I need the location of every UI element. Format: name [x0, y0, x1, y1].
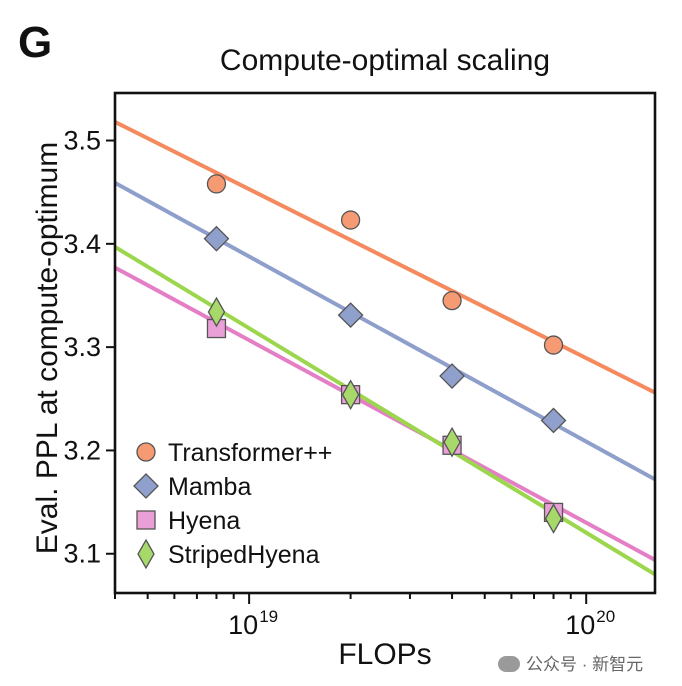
point-transformer-: [442, 290, 462, 311]
point-mamba: [203, 225, 230, 252]
y-tick-label: 3.5: [63, 126, 101, 156]
watermark-text: 公众号 · 新智元: [526, 655, 644, 674]
chart-title: Compute-optimal scaling: [219, 44, 551, 77]
point-mamba: [439, 363, 465, 389]
x-tick-label: 1020: [565, 607, 615, 640]
point-stripedhyena: [207, 296, 226, 328]
x-axis-title: FLOPs: [338, 638, 432, 671]
point-mamba: [540, 407, 567, 434]
legend-marker-stripedhyena: [137, 538, 155, 570]
fit-line-hyena: [114, 265, 656, 562]
fit-line-transformer-: [114, 120, 656, 395]
fit-lines: [113, 120, 657, 577]
point-stripedhyena: [443, 426, 461, 458]
point-transformer-: [340, 210, 361, 230]
y-tick-label: 3.1: [63, 539, 101, 569]
legend-marker-transformer-: [136, 442, 156, 462]
point-transformer-: [543, 335, 564, 355]
data-points: [203, 174, 567, 534]
legend-label-stripedhyena: StripedHyena: [168, 541, 320, 569]
plot-frame: [113, 91, 657, 595]
y-axis-ticks: 3.1 3.2 3.3 3.4 3.5: [63, 126, 115, 569]
legend: Transformer++ Mamba Hyena StripedHyena: [133, 439, 332, 570]
wechat-icon: [498, 656, 520, 672]
x-axis-ticks: 1019 1020: [114, 593, 615, 640]
panel-label: G: [18, 18, 52, 67]
fit-line-stripedhyena: [113, 245, 657, 577]
point-stripedhyena: [544, 503, 563, 534]
watermark: 公众号 · 新智元: [498, 650, 643, 675]
y-tick-label: 3.2: [63, 435, 101, 465]
legend-label-mamba: Mamba: [168, 473, 251, 501]
legend-marker-hyena: [136, 510, 156, 530]
x-tick-label: 1019: [228, 607, 278, 640]
point-mamba: [337, 302, 364, 329]
point-transformer-: [206, 174, 227, 194]
y-tick-label: 3.4: [63, 229, 101, 259]
legend-label-transformer-: Transformer++: [168, 439, 332, 467]
fit-line-mamba: [114, 181, 656, 482]
legend-marker-mamba: [133, 473, 159, 499]
legend-label-hyena: Hyena: [168, 507, 240, 535]
point-stripedhyena: [341, 379, 360, 410]
y-tick-label: 3.3: [63, 332, 101, 362]
